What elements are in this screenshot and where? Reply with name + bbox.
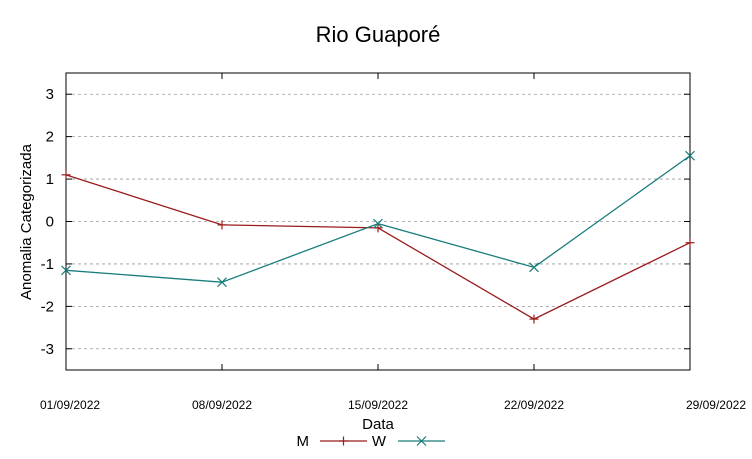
data-point [685,150,695,161]
data-point [217,277,227,288]
chart-title: Rio Guaporé [316,22,441,47]
x-tick-label: 08/09/2022 [192,398,252,412]
y-tick-label: 0 [46,214,54,231]
legend-entry-w: W [372,433,445,450]
grid-lines [66,93,690,350]
x-tick-label: 15/09/2022 [348,398,408,412]
data-point [529,262,539,273]
data-point [217,220,227,230]
y-tick-label: -1 [41,256,54,273]
data-point [61,170,71,180]
series-layer [61,150,695,324]
y-axis-label: Anomalia Categorizada [18,143,35,300]
data-point [373,218,383,229]
series-m [61,170,695,324]
series-line [65,174,691,320]
data-point [529,314,539,324]
series-w [61,150,695,288]
legend-label: W [372,433,387,450]
y-tick-label: -2 [41,298,54,315]
data-point [373,223,383,233]
data-point [61,265,71,276]
data-point [339,436,348,446]
legend-entry-m: M [297,433,367,450]
y-tick-label: 2 [46,129,54,146]
y-tick-label: -3 [41,341,54,358]
x-tick-label: 22/09/2022 [504,398,564,412]
data-point [685,238,695,248]
data-point [416,436,427,446]
legend-label: M [297,433,310,450]
y-axis: -3 -2 -1 0 1 2 3 [41,86,690,358]
series-line [65,155,691,283]
y-tick-label: 1 [46,171,54,188]
x-axis: 01/09/2022 08/09/2022 15/09/2022 22/09/2022… [40,73,746,412]
x-tick-label: 01/09/2022 [40,398,100,412]
x-axis-label: Data [362,416,394,433]
x-tick-label: 29/09/2022 [686,398,746,412]
y-tick-label: 3 [46,86,54,103]
